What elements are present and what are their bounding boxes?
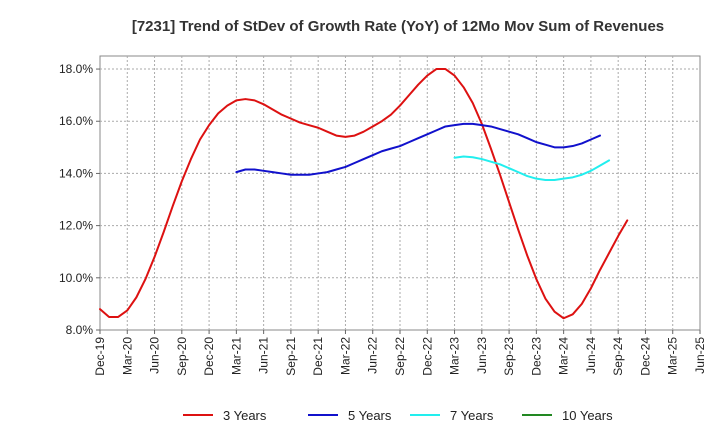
legend-label: 3 Years [223,408,267,423]
x-tick-label: Sep-21 [284,337,298,376]
chart-title: [7231] Trend of StDev of Growth Rate (Yo… [132,18,664,35]
y-tick-label: 16.0% [59,114,93,128]
y-tick-label: 14.0% [59,166,93,180]
x-tick-label: Jun-23 [475,337,489,374]
x-tick-label: Jun-20 [148,337,162,374]
x-tick-label: Dec-20 [202,337,216,376]
x-tick-label: Dec-23 [529,337,543,376]
x-tick-label: Mar-24 [557,337,571,375]
x-tick-label: Jun-21 [257,337,271,374]
y-tick-label: 12.0% [59,219,93,233]
x-tick-label: Mar-21 [229,337,243,375]
series-line-5-years [235,122,601,176]
legend: 3 Years 5 Years 7 Years 10 Years [183,408,613,423]
legend-label: 10 Years [562,408,613,423]
x-tick-label: Sep-20 [175,337,189,376]
axes: Dec-19 Mar-20 Jun-20 Sep-20 Dec-20 Mar-21 Jun-… [59,62,707,376]
x-tick-label: Dec-21 [311,337,325,376]
x-tick-label: Sep-24 [611,337,625,376]
x-tick-label: Sep-23 [502,337,516,376]
series-line-3-years [99,68,629,320]
y-tick-label: 8.0% [66,323,94,337]
x-tick-label: Mar-22 [338,337,352,375]
legend-label: 5 Years [348,408,392,423]
series-lines [99,68,629,320]
x-tick-label: Dec-19 [93,337,107,376]
x-tick-label: Mar-23 [448,337,462,375]
x-tick-label: Sep-22 [393,337,407,376]
x-tick-label: Jun-22 [366,337,380,374]
y-tick-label: 18.0% [59,62,93,76]
x-tick-label: Mar-20 [120,337,134,375]
x-tick-label: Mar-25 [666,337,680,375]
grid [100,56,700,330]
y-tick-label: 10.0% [59,271,93,285]
x-tick-label: Dec-24 [638,337,652,376]
x-tick-label: Jun-24 [584,337,598,374]
series-line-7-years [453,155,611,181]
legend-label: 7 Years [450,408,494,423]
x-tick-label: Dec-22 [420,337,434,376]
x-tick-label: Jun-25 [693,337,707,374]
